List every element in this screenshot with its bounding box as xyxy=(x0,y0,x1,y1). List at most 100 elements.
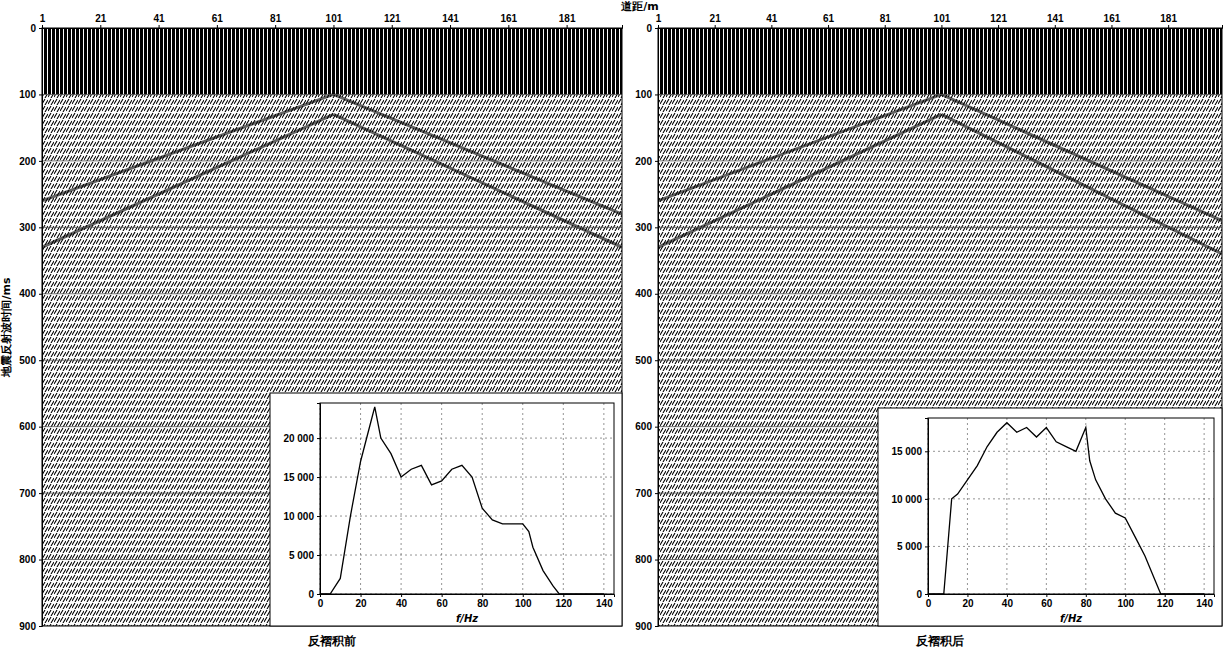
grid-line xyxy=(42,227,622,228)
y-axis: 0100200300400500600700800900 xyxy=(635,23,658,632)
grid-line xyxy=(320,438,614,439)
tick-label: 0 xyxy=(916,589,922,600)
tick-mark xyxy=(317,516,320,517)
grid-line xyxy=(1046,418,1047,594)
tick: 101 xyxy=(326,13,343,28)
tick-mark xyxy=(1086,594,1087,597)
tick-mark xyxy=(715,25,716,28)
grid-line xyxy=(658,227,1222,228)
tick: 161 xyxy=(500,13,517,28)
tick: 61 xyxy=(212,13,224,28)
tick-label: 300 xyxy=(635,222,652,233)
tick-mark xyxy=(1007,594,1008,597)
tick-mark xyxy=(39,161,42,162)
axis-line xyxy=(925,419,929,595)
tick: 10 000 xyxy=(891,494,928,505)
tick: 120 xyxy=(555,594,572,609)
tick-mark xyxy=(39,560,42,561)
tick-mark xyxy=(450,25,451,28)
tick: 41 xyxy=(154,13,166,28)
tick-mark xyxy=(771,25,772,28)
tick-label: 20 xyxy=(355,598,367,609)
spectrum-inset: 02040608010012014005 00010 00015 00020 0… xyxy=(270,393,622,626)
tick-mark xyxy=(1204,594,1205,597)
grid xyxy=(658,28,1222,626)
tick-label: 21 xyxy=(710,13,722,24)
tick-label: 800 xyxy=(19,554,36,565)
tick-label: 161 xyxy=(1104,13,1121,24)
tick-label: 400 xyxy=(635,288,652,299)
tick-label: 0 xyxy=(318,598,324,609)
tick-mark xyxy=(401,594,402,597)
grid xyxy=(320,403,614,594)
tick-mark xyxy=(655,626,658,627)
tick-mark xyxy=(39,626,42,627)
tick-label: 140 xyxy=(596,598,613,609)
axis-line xyxy=(659,25,1223,29)
grid-line xyxy=(401,403,402,594)
tick: 141 xyxy=(1047,13,1064,28)
tick-mark xyxy=(655,427,658,428)
tick: 181 xyxy=(559,13,576,28)
tick-label: 500 xyxy=(635,355,652,366)
tick-mark xyxy=(567,25,568,28)
axis-line xyxy=(321,595,615,598)
tick: 0 xyxy=(926,594,932,609)
tick: 140 xyxy=(596,594,613,609)
tick-mark xyxy=(317,555,320,556)
tick-label: 500 xyxy=(19,355,36,366)
tick-label: 60 xyxy=(437,598,449,609)
tick-label: 0 xyxy=(646,23,652,34)
tick-mark xyxy=(39,28,42,29)
tick: 20 000 xyxy=(283,433,320,444)
tick: 15 000 xyxy=(891,446,928,457)
tick: 700 xyxy=(19,488,42,499)
axis-line xyxy=(929,595,1215,598)
tick-mark xyxy=(317,477,320,478)
tick-mark xyxy=(392,25,393,28)
marks xyxy=(42,28,622,626)
tick-mark xyxy=(658,25,659,28)
tick-label: 200 xyxy=(19,156,36,167)
tick-mark xyxy=(100,25,101,28)
tick-label: 300 xyxy=(19,222,36,233)
tick-label: 21 xyxy=(95,13,107,24)
grid xyxy=(928,418,1214,594)
grid-line xyxy=(658,160,1222,161)
tick: 120 xyxy=(1157,594,1174,609)
tick: 121 xyxy=(990,13,1007,28)
tick-mark xyxy=(655,493,658,494)
y-axis-title: 地震反射波时间/ms xyxy=(0,277,13,377)
tick-mark xyxy=(508,25,509,28)
tick: 181 xyxy=(1160,13,1177,28)
tick: 40 xyxy=(396,594,408,609)
tick-label: 40 xyxy=(1002,598,1014,609)
tick-mark xyxy=(828,25,829,28)
tick-label: 5 000 xyxy=(289,550,314,561)
tick-label: 1 xyxy=(40,13,46,24)
grid xyxy=(42,28,622,626)
tick: 0 xyxy=(30,23,42,34)
tick-label: 15 000 xyxy=(891,446,922,457)
tick-label: 900 xyxy=(635,621,652,632)
seismic-panel: 1214161811011211411611810100200300400500… xyxy=(635,13,1222,648)
grid-line xyxy=(658,360,1222,361)
grid-line xyxy=(928,498,1214,499)
tick-label: 100 xyxy=(635,89,652,100)
axis-line xyxy=(39,29,43,627)
tick-mark xyxy=(333,25,334,28)
tick: 800 xyxy=(635,554,658,565)
event xyxy=(941,114,1222,254)
tick-mark xyxy=(925,451,928,452)
tick: 600 xyxy=(635,421,658,432)
tick-mark xyxy=(1055,25,1056,28)
tick: 141 xyxy=(442,13,459,28)
tick: 61 xyxy=(823,13,835,28)
tick-mark xyxy=(275,25,276,28)
tick-mark xyxy=(217,25,218,28)
y-axis: 05 00010 00015 000 xyxy=(891,419,928,600)
y-axis: 0100200300400500600700800900 xyxy=(19,23,42,632)
tick-mark xyxy=(604,594,605,597)
tick-label: 700 xyxy=(635,488,652,499)
tick-label: 10 000 xyxy=(283,511,314,522)
